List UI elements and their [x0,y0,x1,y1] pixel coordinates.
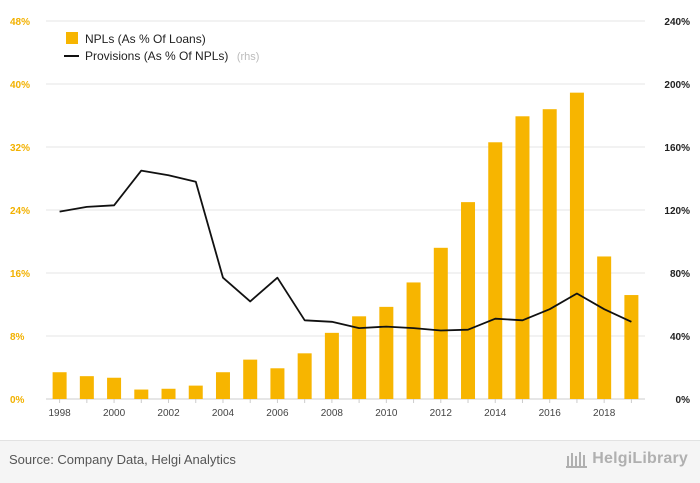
brand-logo[interactable]: HelgiLibrary [566,450,688,468]
library-icon [566,452,588,468]
bar [569,92,584,399]
bar [461,202,476,399]
left-tick-label: 8% [10,332,25,343]
right-tick-label: 40% [670,332,690,343]
bar [488,142,503,399]
bar [597,256,612,399]
x-tick-label: 1998 [48,408,71,419]
brand-name: HelgiLibrary [592,450,688,467]
right-tick-label: 120% [664,206,690,217]
grid-lines [46,20,645,400]
source-note: Source: Company Data, Helgi Analytics [9,452,236,467]
legend-label-provisions: Provisions (As % Of NPLs) (rhs) [85,47,259,64]
bar [188,385,203,399]
bar [515,116,530,399]
bar [542,109,557,399]
bar [161,388,176,399]
left-axis: 0% 8% 16% 24% 32% 40% 48% [10,17,30,406]
left-tick-label: 0% [10,395,25,406]
left-tick-label: 32% [10,143,30,154]
legend-label-npls: NPLs (As % Of Loans) [85,32,206,46]
footer: Source: Company Data, Helgi Analytics He… [0,440,700,483]
x-axis: 1998 2000 2002 2004 2006 2008 2010 2012 2014 2016… [48,399,632,419]
bar [297,353,312,399]
bar [379,306,394,399]
right-axis: 0% 40% 80% 120% 160% 200% 240% [664,17,690,406]
chart: 0% 8% 16% 24% 32% 40% 48% 0% 40% 80% 120% 160% 200%… [10,17,690,419]
left-tick-label: 40% [10,80,30,91]
bar [243,359,258,399]
right-tick-label: 160% [664,143,690,154]
bar [352,316,367,399]
left-tick-label: 48% [10,17,30,28]
x-tick-label: 2008 [321,408,344,419]
legend-label-provisions-name: Provisions (As % Of NPLs) [85,49,228,63]
bar [406,282,421,399]
right-tick-label: 0% [676,395,691,406]
line-series [59,169,632,332]
left-tick-label: 24% [10,206,30,217]
right-tick-label: 240% [664,17,690,28]
x-tick-label: 2012 [430,408,453,419]
provisions-line [59,169,632,332]
x-tick-label: 2002 [157,408,180,419]
bar [215,372,230,399]
bar-series [52,92,639,399]
x-tick-label: 2016 [539,408,562,419]
bar [134,389,149,399]
legend: NPLs (As % Of Loans) Provisions (As % Of… [64,32,259,64]
bar [270,368,285,399]
x-tick-label: 2018 [593,408,616,419]
left-tick-label: 16% [10,269,30,280]
x-tick-label: 2014 [484,408,507,419]
x-tick-label: 2010 [375,408,398,419]
legend-label-provisions-suffix: (rhs) [237,51,260,63]
x-tick-label: 2000 [103,408,126,419]
bar [324,332,339,399]
right-tick-label: 200% [664,80,690,91]
legend-swatch-npls [66,32,78,44]
bar [52,372,67,399]
bar [624,295,639,399]
x-tick-label: 2004 [212,408,235,419]
bar [107,377,122,399]
bar [433,247,448,399]
bar [79,376,94,399]
right-tick-label: 80% [670,269,690,280]
x-tick-label: 2006 [266,408,289,419]
